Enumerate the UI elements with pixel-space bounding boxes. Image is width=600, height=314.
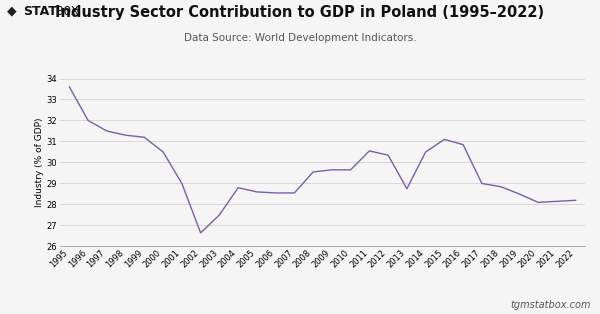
Text: ◆: ◆: [7, 5, 17, 18]
Text: STAT: STAT: [23, 5, 56, 18]
Text: tgmstatbox.com: tgmstatbox.com: [511, 300, 591, 310]
Text: BOX: BOX: [56, 5, 78, 18]
Text: Industry Sector Contribution to GDP in Poland (1995–2022): Industry Sector Contribution to GDP in P…: [55, 5, 545, 20]
Text: Data Source: World Development Indicators.: Data Source: World Development Indicator…: [184, 33, 416, 43]
Y-axis label: Industry (% of GDP): Industry (% of GDP): [35, 118, 44, 207]
